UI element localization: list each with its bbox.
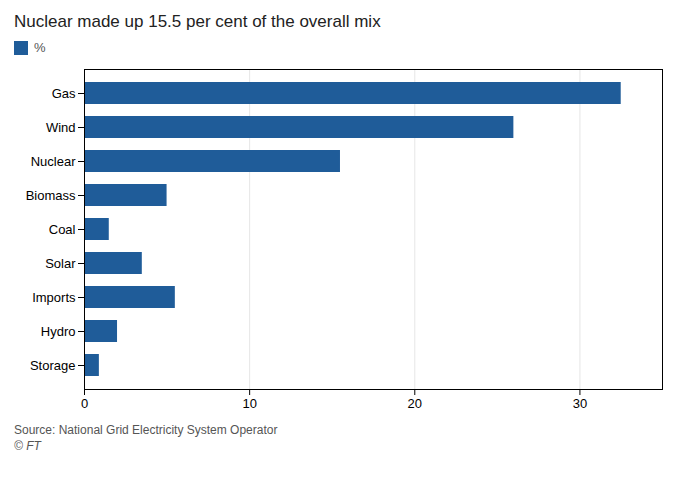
svg-text:30: 30 bbox=[573, 396, 587, 411]
html-text:© FT: © FT bbox=[14, 439, 41, 453]
svg-text:10: 10 bbox=[242, 396, 256, 411]
html-text:Nuclear made up 15.5 per cent: Nuclear made up 15.5 per cent of the ove… bbox=[14, 12, 381, 31]
svg-text:20: 20 bbox=[408, 396, 422, 411]
svg-text:Solar: Solar bbox=[45, 256, 76, 271]
svg-text:Storage: Storage bbox=[30, 358, 76, 373]
svg-text:Imports: Imports bbox=[32, 290, 76, 305]
svg-text:0: 0 bbox=[81, 396, 88, 411]
svg-text:Biomass: Biomass bbox=[26, 188, 76, 203]
svg-text:Coal: Coal bbox=[49, 222, 76, 237]
html-text:Source: National Grid Electric: Source: National Grid Electricity System… bbox=[14, 423, 278, 437]
svg-text:Nuclear: Nuclear bbox=[31, 154, 76, 169]
svg-text:Gas: Gas bbox=[52, 86, 76, 101]
svg-text:Wind: Wind bbox=[46, 120, 76, 135]
svg-text:Hydro: Hydro bbox=[41, 324, 76, 339]
